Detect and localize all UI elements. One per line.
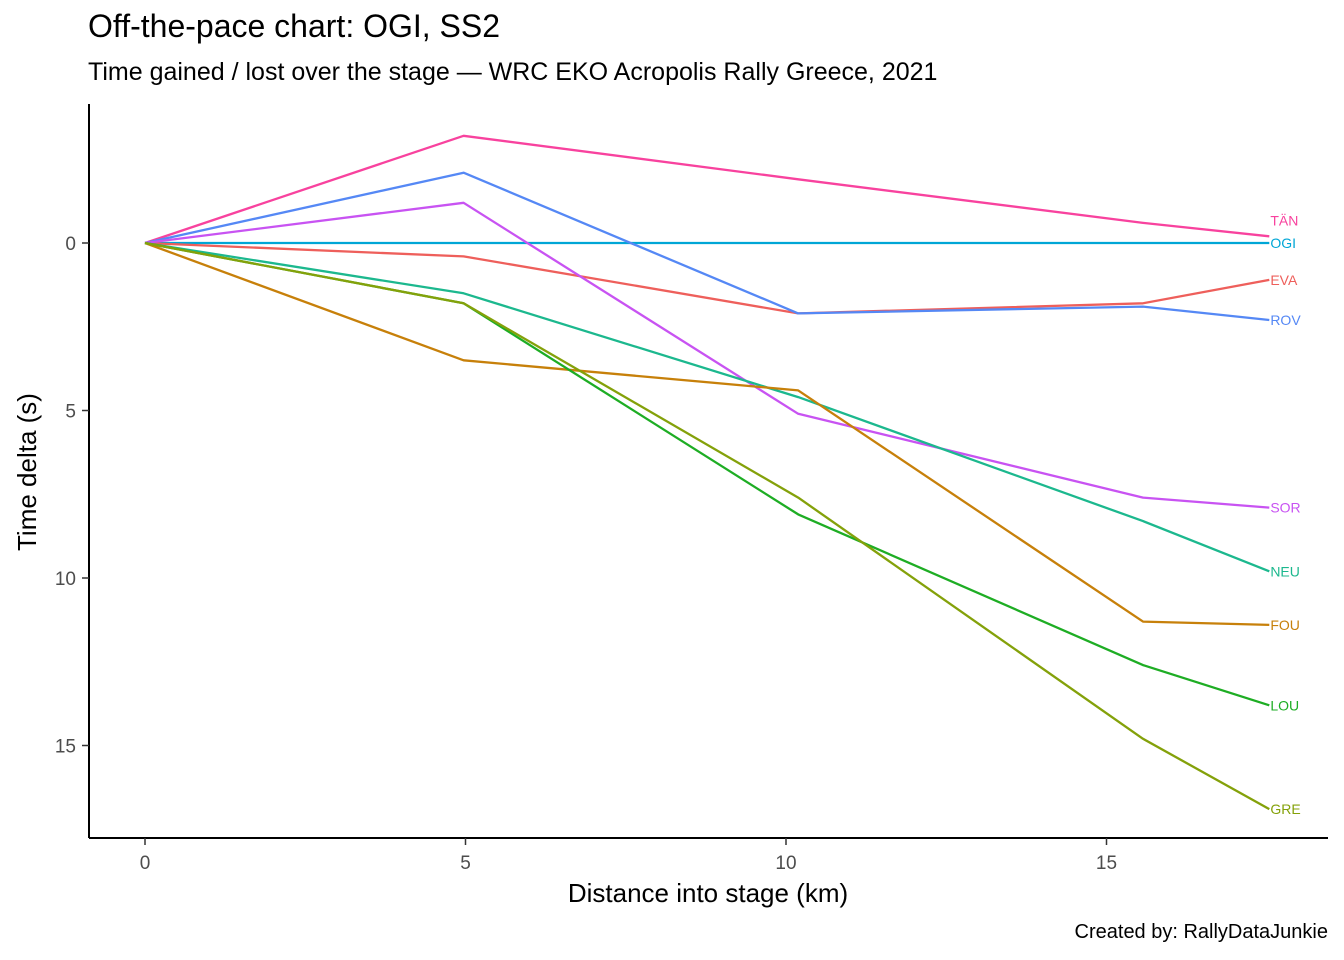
x-tick-label: 0	[140, 853, 151, 874]
x-tick-label: 10	[775, 853, 796, 874]
series-end-labels: TÄN OGI EVA ROV SOR NEU FOU LOU GRE	[1270, 212, 1301, 817]
chart-subtitle: Time gained / lost over the stage — WRC …	[88, 58, 938, 86]
series-line-gre	[144, 241, 1270, 811]
caption: Created by: RallyDataJunkie	[1074, 921, 1328, 943]
x-tick-label: 5	[460, 853, 471, 874]
series-label-lou: LOU	[1270, 697, 1299, 713]
series-line-sor	[144, 201, 1270, 509]
series-label-ogi: OGI	[1270, 235, 1296, 251]
series-label-rov: ROV	[1270, 312, 1301, 328]
series-line-lou	[144, 241, 1270, 707]
series-label-gre: GRE	[1270, 801, 1300, 817]
series-label-fou: FOU	[1270, 617, 1300, 633]
y-tick-label: 10	[55, 569, 76, 590]
y-tick-label: 5	[65, 402, 76, 423]
series-line-fou	[144, 241, 1270, 627]
series-line-eva	[144, 241, 1270, 315]
x-tick-label: 15	[1096, 853, 1117, 874]
series-line-tän	[144, 134, 1270, 245]
series-lines	[144, 134, 1270, 811]
axes: 0 5 10 15 0 5 10 15	[55, 104, 1328, 874]
series-line-neu	[144, 241, 1270, 573]
y-axis-title: Time delta (s)	[12, 393, 42, 551]
series-label-neu: NEU	[1270, 563, 1300, 579]
y-tick-label: 15	[55, 737, 76, 758]
x-axis-title: Distance into stage (km)	[568, 878, 848, 908]
y-tick-label: 0	[65, 234, 76, 255]
series-label-eva: EVA	[1270, 272, 1298, 288]
series-line-rov	[144, 171, 1270, 322]
chart-title: Off-the-pace chart: OGI, SS2	[88, 8, 501, 44]
series-label-sor: SOR	[1270, 500, 1300, 516]
series-label-tän: TÄN	[1270, 212, 1298, 228]
